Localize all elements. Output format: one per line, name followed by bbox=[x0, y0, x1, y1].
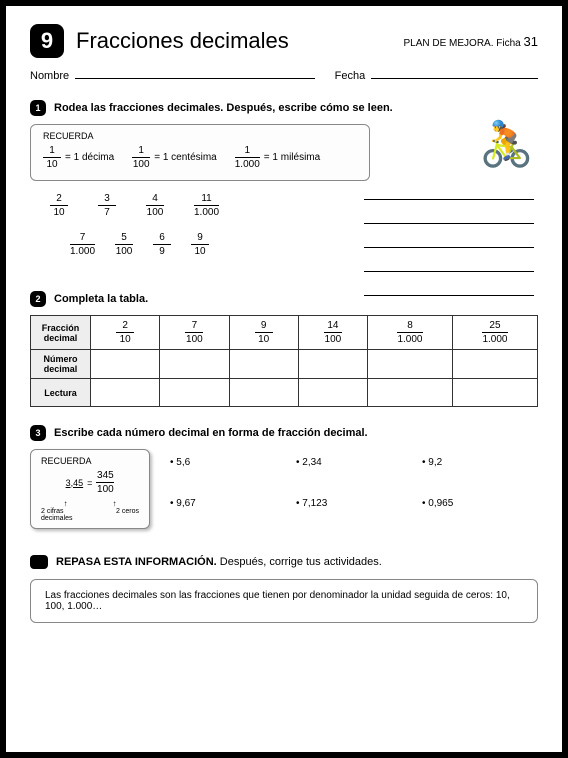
date-label: Fecha bbox=[335, 70, 366, 82]
example-decimal: 3,45 bbox=[66, 478, 84, 488]
name-date-row: Nombre Fecha bbox=[30, 68, 538, 82]
decimal-numbers-grid: 5,6 2,34 9,2 9,67 7,123 0,965 bbox=[170, 449, 538, 509]
decimal-item: 9,2 bbox=[422, 457, 538, 468]
recuerda-fractions: 110 = 1 décima1100 = 1 centésima11.000 =… bbox=[43, 145, 357, 170]
recuerda-box-2: RECUERDA 3,45 = 345 100 ↑↑ 2 cifras deci… bbox=[30, 449, 150, 529]
recuerda-title-2: RECUERDA bbox=[41, 456, 139, 466]
plan-number: 31 bbox=[524, 34, 538, 49]
worksheet-page: 9 Fracciones decimales PLAN DE MEJORA. F… bbox=[0, 0, 568, 758]
example-equation: 3,45 = 345 100 bbox=[41, 470, 139, 495]
page-title: Fracciones decimales bbox=[76, 28, 289, 54]
section-1-instruction: Rodea las fracciones decimales. Después,… bbox=[54, 102, 393, 114]
unit-number-badge: 9 bbox=[30, 24, 64, 58]
table-header-fraction: Fracción decimal bbox=[31, 316, 91, 350]
decimal-item: 5,6 bbox=[170, 457, 286, 468]
example-fraction: 345 100 bbox=[96, 470, 114, 495]
recuerda-box-1: RECUERDA 110 = 1 décima1100 = 1 centésim… bbox=[30, 124, 370, 181]
table-row-fraction: Fracción decimal 210 7100 910 14100 81.0… bbox=[31, 316, 538, 350]
arrow-icon: ↑ bbox=[113, 499, 117, 508]
table-cell-empty[interactable] bbox=[368, 379, 453, 407]
table-cell-empty[interactable] bbox=[160, 379, 229, 407]
table-header-reading: Lectura bbox=[31, 379, 91, 407]
table-cell: 7100 bbox=[160, 316, 229, 350]
arrow-label-left: 2 cifras decimales bbox=[41, 508, 88, 522]
section-1-header: 1 Rodea las fracciones decimales. Despué… bbox=[30, 100, 538, 116]
fraction-table: Fracción decimal 210 7100 910 14100 81.0… bbox=[30, 315, 538, 407]
table-cell-empty[interactable] bbox=[368, 350, 453, 379]
table-cell-empty[interactable] bbox=[229, 350, 298, 379]
section-3-badge: 3 bbox=[30, 425, 46, 441]
table-cell-empty[interactable] bbox=[91, 350, 160, 379]
answer-line[interactable] bbox=[364, 282, 534, 296]
date-field: Fecha bbox=[335, 68, 538, 82]
table-cell: 14100 bbox=[298, 316, 367, 350]
arrow-icon: ↑ bbox=[64, 499, 68, 508]
name-label: Nombre bbox=[30, 70, 69, 82]
section-3-body: RECUERDA 3,45 = 345 100 ↑↑ 2 cifras deci… bbox=[30, 449, 538, 529]
table-cell: 210 bbox=[91, 316, 160, 350]
table-cell-empty[interactable] bbox=[298, 379, 367, 407]
example-numerator: 345 bbox=[97, 470, 114, 481]
table-cell-empty[interactable] bbox=[229, 379, 298, 407]
example-denominator: 100 bbox=[97, 484, 114, 495]
answer-line[interactable] bbox=[364, 258, 534, 272]
answer-lines bbox=[364, 186, 534, 306]
section-3-instruction: Escribe cada número decimal en forma de … bbox=[54, 427, 368, 439]
arrows-row: ↑↑ bbox=[41, 499, 139, 508]
answer-line[interactable] bbox=[364, 186, 534, 200]
table-row-reading: Lectura bbox=[31, 379, 538, 407]
section-1: 1 Rodea las fracciones decimales. Despué… bbox=[30, 100, 538, 257]
repasa-title: REPASA ESTA INFORMACIÓN. Después, corrig… bbox=[56, 556, 382, 568]
fraction-bar bbox=[96, 482, 114, 483]
name-line[interactable] bbox=[75, 68, 315, 79]
table-cell-empty[interactable] bbox=[452, 379, 537, 407]
section-3-header: 3 Escribe cada número decimal en forma d… bbox=[30, 425, 538, 441]
plan-label: PLAN DE MEJORA. Ficha 31 bbox=[403, 34, 538, 49]
decimal-item: 9,67 bbox=[170, 498, 286, 509]
arrow-label-right: 2 ceros bbox=[116, 508, 139, 522]
answer-line[interactable] bbox=[364, 234, 534, 248]
section-2-badge: 2 bbox=[30, 291, 46, 307]
table-cell-empty[interactable] bbox=[452, 350, 537, 379]
section-2: 2 Completa la tabla. Fracción decimal 21… bbox=[30, 291, 538, 407]
table-cell-empty[interactable] bbox=[160, 350, 229, 379]
section-repasa: REPASA ESTA INFORMACIÓN. Después, corrig… bbox=[30, 555, 538, 623]
repasa-header: REPASA ESTA INFORMACIÓN. Después, corrig… bbox=[30, 555, 538, 569]
name-field: Nombre bbox=[30, 68, 315, 82]
table-cell: 910 bbox=[229, 316, 298, 350]
section-3: 3 Escribe cada número decimal en forma d… bbox=[30, 425, 538, 529]
table-cell: 81.000 bbox=[368, 316, 453, 350]
decimal-item: 2,34 bbox=[296, 457, 412, 468]
decimal-item: 0,965 bbox=[422, 498, 538, 509]
table-cell-empty[interactable] bbox=[91, 379, 160, 407]
section-1-badge: 1 bbox=[30, 100, 46, 116]
decimal-item: 7,123 bbox=[296, 498, 412, 509]
repasa-badge bbox=[30, 555, 48, 569]
date-line[interactable] bbox=[371, 68, 538, 79]
answer-line[interactable] bbox=[364, 210, 534, 224]
equals-sign: = bbox=[87, 478, 92, 488]
bicycle-icon: 🚴 bbox=[479, 118, 534, 170]
table-header-number: Número decimal bbox=[31, 350, 91, 379]
plan-text: PLAN DE MEJORA. Ficha bbox=[403, 38, 520, 49]
arrow-labels: 2 cifras decimales 2 ceros bbox=[41, 508, 139, 522]
table-cell-empty[interactable] bbox=[298, 350, 367, 379]
table-cell: 251.000 bbox=[452, 316, 537, 350]
recuerda-title-1: RECUERDA bbox=[43, 131, 357, 141]
section-2-instruction: Completa la tabla. bbox=[54, 293, 148, 305]
table-row-number: Número decimal bbox=[31, 350, 538, 379]
repasa-info-box: Las fracciones decimales son las fraccio… bbox=[30, 579, 538, 623]
